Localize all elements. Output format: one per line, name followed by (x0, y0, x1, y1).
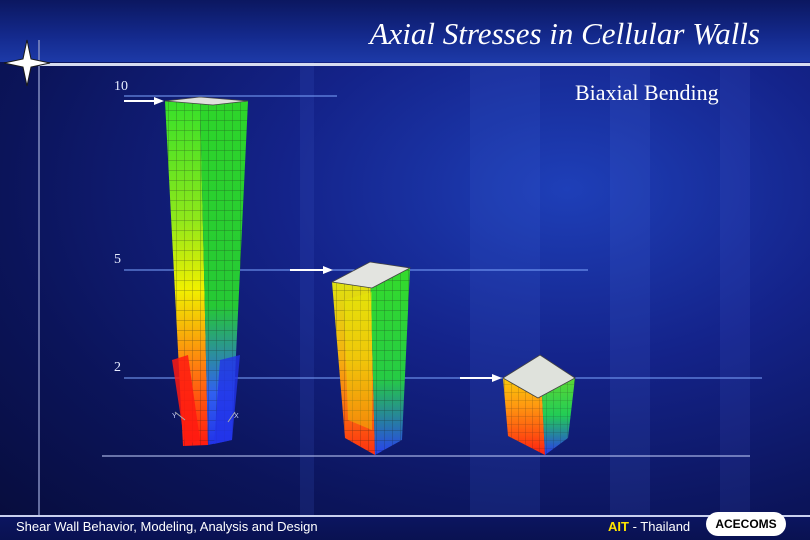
wall-10-storey: Y X (164, 96, 249, 446)
footer-institute: AIT - Thailand (608, 519, 690, 534)
axis-label-y: Y (172, 413, 177, 420)
background-stripe (610, 0, 650, 540)
wall-2-storey (502, 354, 576, 455)
acecoms-logo: ACECOMS (706, 512, 786, 536)
header-bar (0, 0, 810, 62)
level-label-2: 2 (114, 360, 121, 375)
arrow-right-icon (290, 266, 333, 274)
four-point-star-icon (3, 39, 51, 87)
footer-ait: AIT (608, 519, 629, 534)
footer-bar (0, 515, 810, 540)
level-label-5: 5 (114, 252, 121, 267)
footer-course-title: Shear Wall Behavior, Modeling, Analysis … (16, 519, 318, 534)
arrow-right-icon (124, 97, 164, 105)
wall-5-storey (330, 261, 412, 455)
left-rule (38, 40, 40, 540)
slide-subtitle: Biaxial Bending (575, 80, 719, 105)
header-rule (40, 63, 810, 66)
level-label-10: 10 (114, 79, 128, 94)
slide-title: Axial Stresses in Cellular Walls (369, 16, 760, 51)
background-stripe (720, 0, 750, 540)
arrow-right-icon (460, 374, 502, 382)
axis-label-x: X (234, 413, 239, 420)
footer-country: - Thailand (632, 519, 691, 534)
